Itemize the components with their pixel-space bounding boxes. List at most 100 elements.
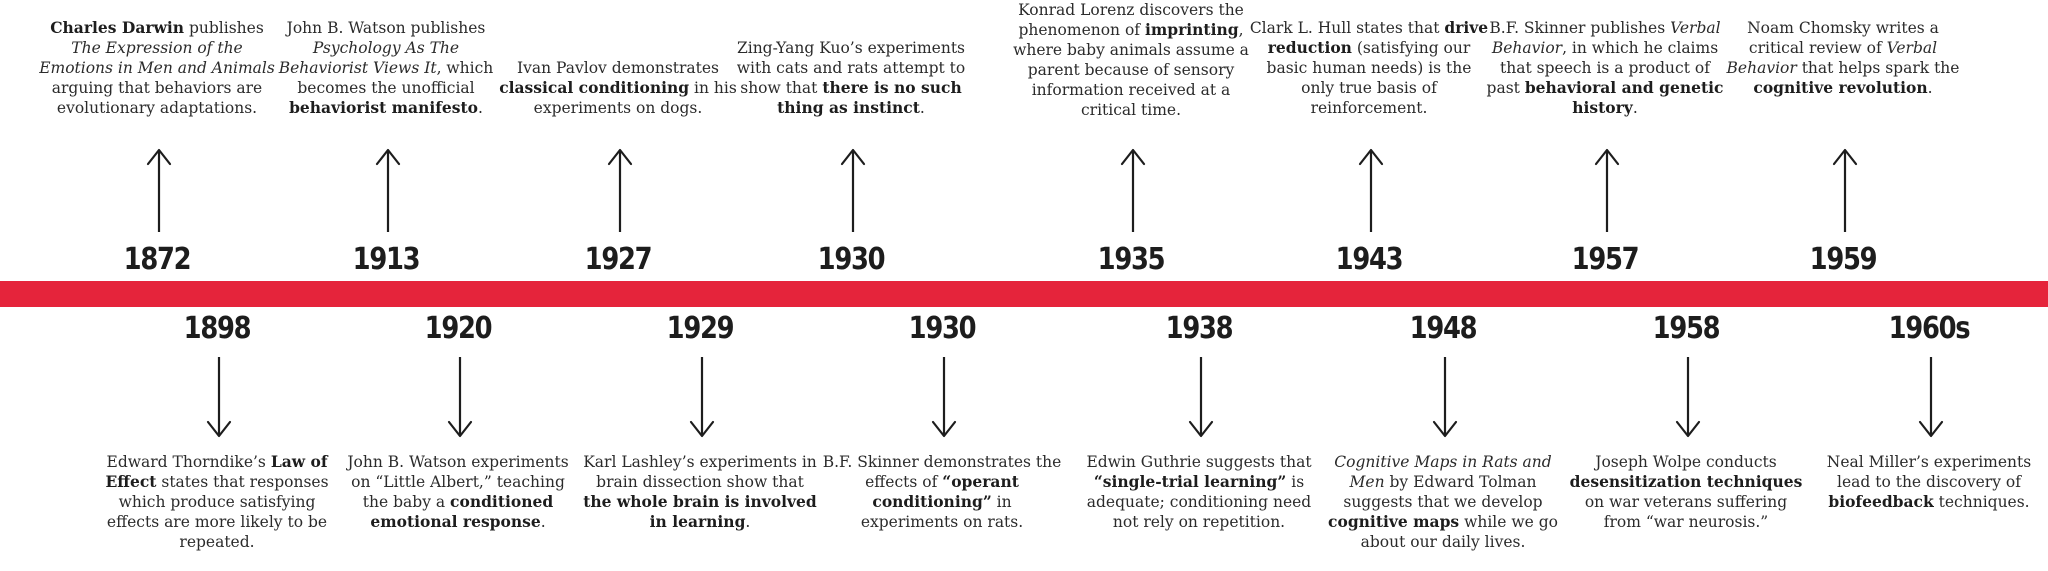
event-text-segment: behavioral and genetic history	[1524, 78, 1724, 117]
event-description: Edwin Guthrie suggests that “single-tria…	[1079, 452, 1319, 532]
year-label: 1872	[123, 242, 192, 277]
down-arrow-icon	[1675, 357, 1701, 438]
event-text-segment: Neal Miller’s experiments lead to the di…	[1826, 453, 2032, 491]
event-text-segment: John B. Watson publishes	[286, 19, 486, 37]
event-description: Ivan Pavlov demonstrates classical condi…	[498, 58, 738, 118]
event-text-segment: Joseph Wolpe conducts	[1595, 453, 1777, 471]
up-arrow-icon	[840, 148, 866, 232]
event-description: Charles Darwin publishes The Expression …	[37, 18, 277, 118]
event-text-segment: “single-trial learning”	[1093, 472, 1287, 491]
event-text-segment: conditioned emotional response	[370, 492, 554, 531]
year-label: 1948	[1409, 311, 1478, 346]
event-description: Noam Chomsky writes a critical review of…	[1723, 18, 1963, 98]
year-label: 1929	[666, 311, 735, 346]
up-arrow-icon	[375, 148, 401, 232]
event-text-segment: , which becomes the unofficial	[297, 59, 494, 97]
down-arrow-icon	[447, 357, 473, 438]
down-arrow-icon	[1918, 357, 1944, 438]
year-label: 1957	[1571, 242, 1640, 277]
event-text-segment: (satisfying our basic human needs) is th…	[1266, 39, 1472, 117]
down-arrow-icon	[1432, 357, 1458, 438]
year-label: 1943	[1335, 242, 1404, 277]
event-text-segment: B.F. Skinner demonstrates the effects of	[822, 453, 1062, 491]
year-label: 1960s	[1888, 311, 1971, 346]
event-description: Joseph Wolpe conducts desensitization te…	[1566, 452, 1806, 532]
event-description: Neal Miller’s experiments lead to the di…	[1809, 452, 2048, 512]
event-text-segment: B.F. Skinner publishes	[1489, 19, 1671, 37]
event-text-segment: on war veterans suffering from “war neur…	[1584, 493, 1788, 531]
event-text-segment: publishes	[184, 19, 264, 37]
event-text-segment: John B. Watson experiments on “Little Al…	[347, 453, 569, 511]
event-text-segment: Verbal Behavior	[1726, 39, 1938, 77]
year-label: 1927	[584, 242, 653, 277]
event-text-segment: , in which he claims that speech is a pr…	[1486, 39, 1719, 97]
event-text-segment: while we go about our daily lives.	[1360, 513, 1558, 551]
event-text-segment: Konrad Lorenz discovers the phenomenon o…	[1018, 1, 1244, 39]
event-text-segment: Edward Thorndike’s	[106, 453, 271, 471]
event-text-segment: Psychology As The Behaviorist Views It	[278, 39, 460, 77]
event-text-segment: The Expression of the Emotions in Men an…	[39, 39, 275, 77]
event-text-segment: , where baby animals assume a parent bec…	[1013, 21, 1249, 119]
event-text-segment: the whole brain is involved in learning	[583, 492, 817, 531]
event-text-segment: Ivan Pavlov demonstrates	[516, 59, 720, 77]
up-arrow-icon	[1594, 148, 1620, 232]
event-text-segment: classical conditioning	[499, 78, 690, 97]
event-text-segment: .	[919, 99, 925, 117]
event-text-segment: Karl Lashley’s experiments in brain diss…	[583, 453, 817, 491]
event-description: Cognitive Maps in Rats and Men by Edward…	[1323, 452, 1563, 552]
year-label: 1913	[352, 242, 421, 277]
event-text-segment: states that responses which produce sati…	[106, 473, 329, 551]
down-arrow-icon	[1188, 357, 1214, 438]
event-text-segment: imprinting	[1144, 20, 1239, 39]
event-description: B.F. Skinner demonstrates the effects of…	[822, 452, 1062, 532]
event-text-segment: Cognitive Maps in Rats and Men	[1334, 453, 1552, 491]
up-arrow-icon	[146, 148, 172, 232]
event-text-segment: techniques.	[1933, 493, 2030, 511]
event-description: Karl Lashley’s experiments in brain diss…	[580, 452, 820, 532]
event-text-segment: drive reduction	[1267, 18, 1489, 57]
event-text-segment: desensitization techniques	[1569, 472, 1803, 491]
year-label: 1930	[817, 242, 886, 277]
event-text-segment: there is no such thing as instinct	[777, 78, 962, 117]
event-text-segment: in his experiments on dogs.	[533, 79, 737, 117]
event-text-segment: .	[745, 513, 751, 531]
event-text-segment: is adequate; conditioning need not rely …	[1086, 473, 1312, 531]
event-text-segment: Edwin Guthrie suggests that	[1086, 453, 1312, 471]
event-text-segment: cognitive revolution	[1753, 78, 1928, 97]
down-arrow-icon	[931, 357, 957, 438]
event-description: Edward Thorndike’s Law of Effect states …	[97, 452, 337, 552]
event-text-segment: that helps spark the	[1796, 59, 1960, 77]
event-description: Konrad Lorenz discovers the phenomenon o…	[1011, 0, 1251, 120]
event-text-segment: Verbal Behavior	[1491, 19, 1721, 57]
down-arrow-icon	[689, 357, 715, 438]
event-text-segment: Zing-Yang Kuo’s experiments with cats an…	[736, 39, 966, 97]
year-label: 1898	[183, 311, 252, 346]
event-text-segment: .	[478, 99, 483, 117]
year-label: 1935	[1097, 242, 1166, 277]
event-text-segment: Clark L. Hull states that	[1249, 19, 1445, 37]
event-text-segment: Charles Darwin	[50, 18, 185, 37]
down-arrow-icon	[206, 357, 232, 438]
year-label: 1920	[424, 311, 493, 346]
event-text-segment: .	[540, 513, 546, 531]
event-text-segment: by Edward Tolman suggests that we develo…	[1343, 473, 1543, 511]
up-arrow-icon	[1120, 148, 1146, 232]
event-text-segment: behaviorist manifesto	[289, 98, 478, 117]
event-text-segment: Noam Chomsky writes a critical review of	[1747, 19, 1939, 57]
event-text-segment: arguing that behaviors are evolutionary …	[51, 79, 263, 117]
event-text-segment: biofeedback	[1828, 492, 1934, 511]
event-description: John B. Watson publishes Psychology As T…	[266, 18, 506, 118]
event-text-segment: “operant conditioning”	[872, 472, 1019, 511]
year-label: 1959	[1809, 242, 1878, 277]
event-text-segment: .	[1632, 99, 1638, 117]
year-label: 1938	[1165, 311, 1234, 346]
year-label: 1930	[908, 311, 977, 346]
event-text-segment: in experiments on rats.	[860, 493, 1024, 531]
year-label: 1958	[1652, 311, 1721, 346]
event-text-segment: .	[1927, 79, 1933, 97]
up-arrow-icon	[607, 148, 633, 232]
event-text-segment: cognitive maps	[1328, 512, 1460, 531]
event-description: B.F. Skinner publishes Verbal Behavior, …	[1485, 18, 1725, 118]
up-arrow-icon	[1832, 148, 1858, 232]
